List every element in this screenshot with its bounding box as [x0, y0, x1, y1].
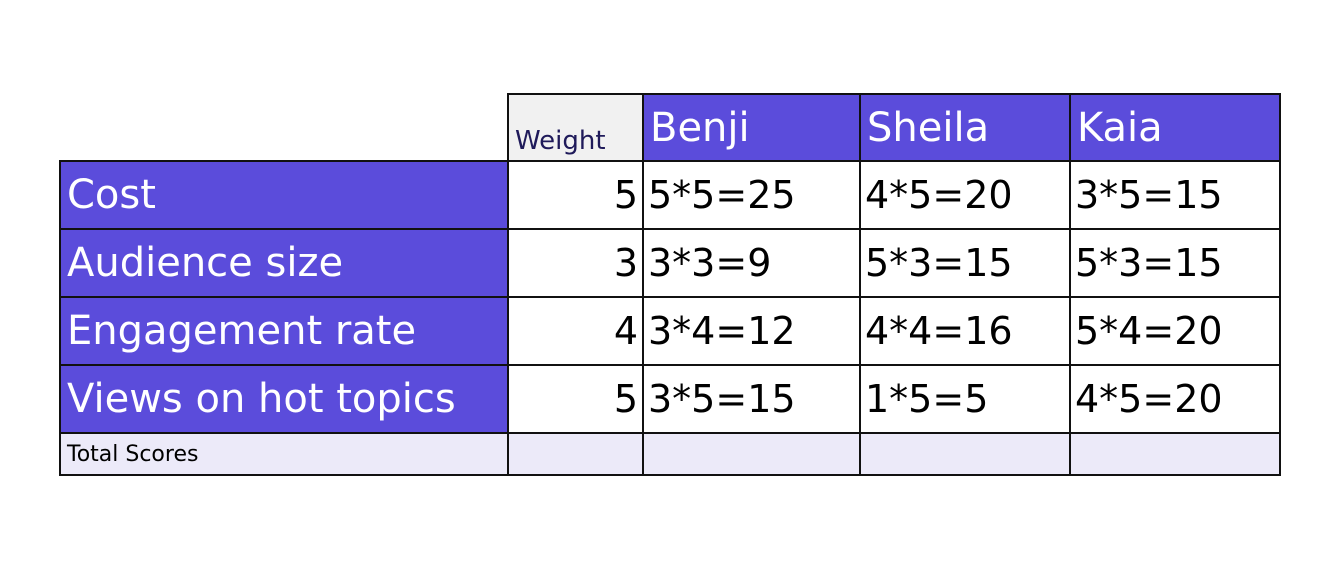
criterion-cell[interactable]: Cost	[59, 160, 509, 230]
total-cell-sheila[interactable]	[859, 432, 1071, 476]
table-row: Audience size 3 3*3=9 5*3=15 5*3=15	[59, 228, 1281, 298]
weight-header[interactable]: Weight	[507, 93, 644, 162]
weight-cell[interactable]: 5	[507, 364, 644, 434]
score-cell[interactable]: 5*3=15	[1069, 228, 1281, 298]
candidate-header-benji[interactable]: Benji	[642, 93, 861, 162]
criterion-cell[interactable]: Audience size	[59, 228, 509, 298]
total-cell-kaia[interactable]	[1069, 432, 1281, 476]
score-cell[interactable]: 5*5=25	[642, 160, 861, 230]
score-cell[interactable]: 3*4=12	[642, 296, 861, 366]
table-row: Cost 5 5*5=25 4*5=20 3*5=15	[59, 160, 1281, 230]
total-cell-benji[interactable]	[642, 432, 861, 476]
table-row: Engagement rate 4 3*4=12 4*4=16 5*4=20	[59, 296, 1281, 366]
total-label[interactable]: Total Scores	[59, 432, 509, 476]
score-cell[interactable]: 4*5=20	[859, 160, 1071, 230]
total-row: Total Scores	[59, 432, 1281, 476]
table-row: Views on hot topics 5 3*5=15 1*5=5 4*5=2…	[59, 364, 1281, 434]
criterion-cell[interactable]: Views on hot topics	[59, 364, 509, 434]
score-cell[interactable]: 3*5=15	[1069, 160, 1281, 230]
criterion-cell[interactable]: Engagement rate	[59, 296, 509, 366]
candidate-header-kaia[interactable]: Kaia	[1069, 93, 1281, 162]
score-cell[interactable]: 1*5=5	[859, 364, 1071, 434]
scoring-table: Weight Benji Sheila Kaia Cost 5 5*5=25 4…	[59, 93, 1281, 476]
score-cell[interactable]: 4*4=16	[859, 296, 1071, 366]
weight-cell[interactable]: 5	[507, 160, 644, 230]
score-cell[interactable]: 3*3=9	[642, 228, 861, 298]
score-cell[interactable]: 3*5=15	[642, 364, 861, 434]
total-weight-cell[interactable]	[507, 432, 644, 476]
score-cell[interactable]: 5*3=15	[859, 228, 1071, 298]
weight-cell[interactable]: 4	[507, 296, 644, 366]
candidate-header-sheila[interactable]: Sheila	[859, 93, 1071, 162]
empty-corner-cell	[60, 94, 508, 161]
header-row: Weight Benji Sheila Kaia	[60, 93, 1281, 162]
score-cell[interactable]: 5*4=20	[1069, 296, 1281, 366]
weight-cell[interactable]: 3	[507, 228, 644, 298]
score-cell[interactable]: 4*5=20	[1069, 364, 1281, 434]
